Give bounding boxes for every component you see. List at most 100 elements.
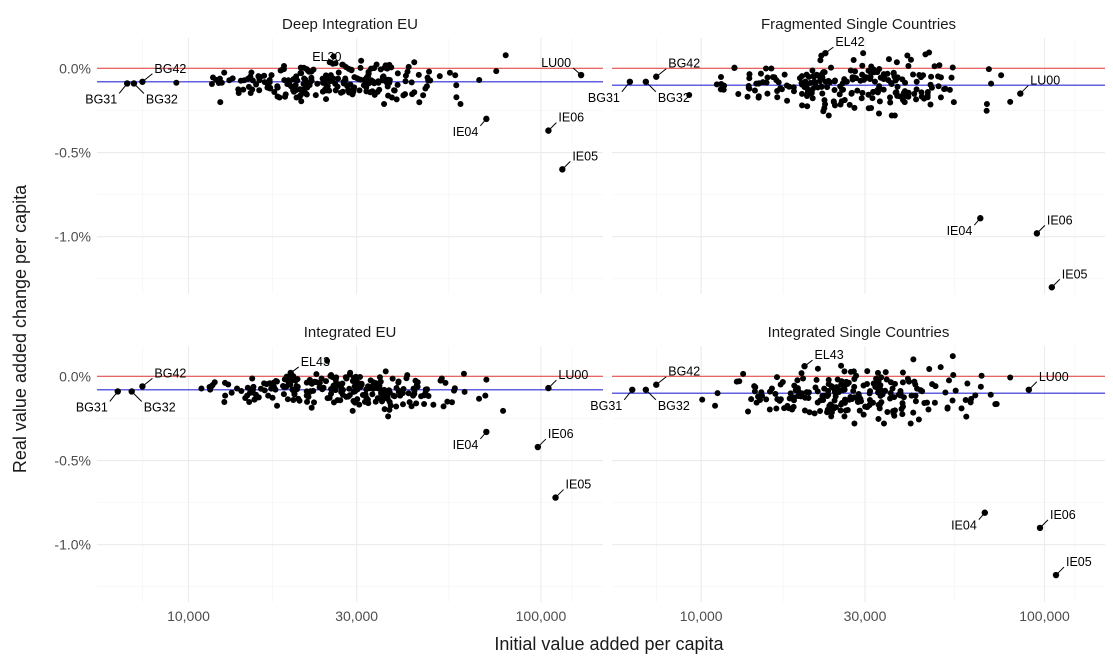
region-point [714,390,721,397]
region-point [748,396,755,403]
region-point [866,396,873,403]
region-point [421,400,428,407]
region-point [382,368,389,375]
region-point [359,391,366,398]
region-point [987,391,994,398]
region-point [375,78,382,85]
region-point [912,392,919,399]
facet-panel: Integrated Single Countries 10,000 30,000 1… [590,324,1105,624]
region-point [805,394,812,401]
region-point [829,403,836,410]
region-point [899,403,906,410]
region-point [769,74,776,81]
region-point [327,373,334,380]
label-leader-line [343,61,352,71]
region-point [297,64,304,71]
region-point [405,390,412,397]
region-point [440,403,447,410]
region-point [821,105,828,112]
region-point [937,94,944,101]
region-point [411,59,418,66]
region-point [448,399,455,406]
region-point [303,392,310,399]
region-point [323,96,330,103]
region-point [814,399,821,406]
region-point [366,385,373,392]
region-point [841,96,848,103]
region-label: BG32 [146,92,178,106]
label-leader-line [1055,566,1065,576]
region-point [849,74,856,81]
label-leader-line [142,378,153,387]
region-point [856,407,863,414]
region-point [245,75,252,82]
label-leader-line [548,122,557,131]
region-label: IE05 [1066,555,1092,569]
y-tick-label: 0.0% [59,368,91,384]
region-point [446,69,453,76]
region-point [892,76,899,83]
region-point [800,375,807,382]
region-point [850,368,857,375]
label-leader-line [655,376,667,386]
region-point [420,92,427,99]
label-leader-line [118,83,128,94]
facet-title: Deep Integration EU [282,16,418,33]
region-point [294,376,301,383]
region-point [377,66,384,73]
region-point [361,398,368,405]
region-point [246,399,253,406]
region-point [442,379,449,386]
region-point [304,84,311,91]
region-point [879,389,886,396]
region-point [824,406,831,413]
region-point [391,87,398,94]
region-point [983,101,990,108]
region-point [817,57,824,64]
region-point [218,79,225,86]
label-leader-line [978,512,986,521]
region-point [794,377,801,384]
region-point [755,94,762,101]
region-point [393,96,400,103]
label-leader-line [1036,225,1046,234]
region-point [235,90,242,97]
region-point [935,83,942,90]
region-point [850,57,857,64]
region-point [399,401,406,408]
region-point [856,393,863,400]
region-point [848,90,855,97]
region-point [900,394,907,401]
region-point [312,92,319,99]
region-point [851,420,858,427]
region-point [244,392,251,399]
region-point [890,410,897,417]
region-point [918,93,925,100]
region-point [244,384,251,391]
region-point [831,386,838,393]
region-point [840,86,847,93]
region-point [792,387,799,394]
region-point [949,64,956,71]
region-point [790,88,797,95]
region-label: EL42 [835,35,864,49]
region-point [436,73,443,80]
region-point [384,395,391,402]
region-label: LU00 [1030,74,1060,88]
label-leader-line [561,161,571,170]
region-point [843,378,850,385]
region-point [207,386,214,393]
region-point [336,381,343,388]
region-point [296,397,303,404]
region-point [824,393,831,400]
region-point [950,372,957,379]
region-point [824,84,831,91]
label-leader-line [142,73,153,83]
region-point [804,103,811,110]
region-point [234,385,241,392]
region-point [841,368,848,375]
region-point [772,390,779,397]
region-point [332,387,339,394]
y-axis-title: Real value added change per capita [10,184,30,473]
